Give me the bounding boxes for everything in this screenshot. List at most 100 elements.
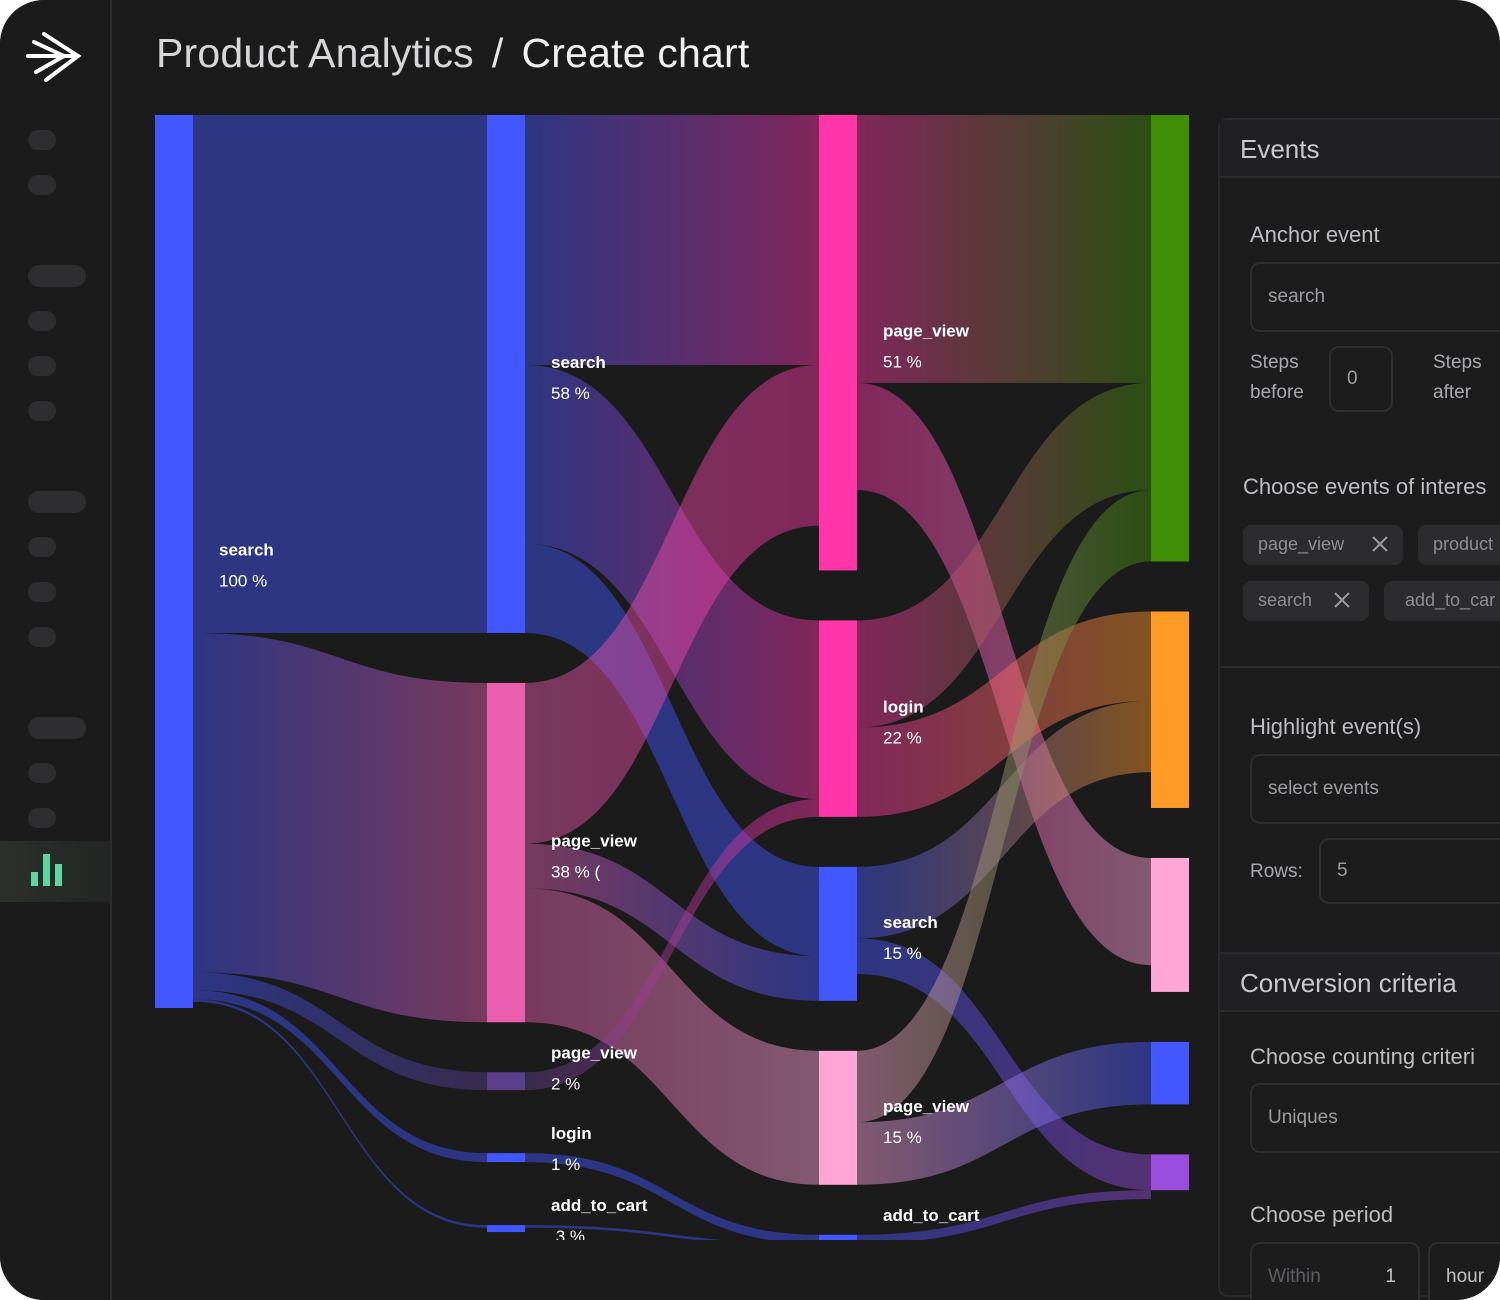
node-percent: 15 %	[883, 944, 922, 963]
node-percent: 58 %	[551, 384, 590, 403]
node-percent: 38 % (	[551, 863, 600, 882]
sankey-nodes	[155, 115, 1189, 1240]
sankey-link[interactable]	[857, 115, 1151, 383]
sankey-link[interactable]	[857, 490, 1151, 1123]
event-chip[interactable]: page_view	[1243, 525, 1403, 565]
sankey-link[interactable]	[525, 365, 819, 844]
sankey-link[interactable]	[193, 972, 487, 1091]
sidebar-item-analytics[interactable]	[0, 841, 110, 902]
sankey-node[interactable]	[819, 866, 857, 1001]
sidebar-item[interactable]	[28, 763, 56, 783]
sankey-link[interactable]	[857, 611, 1151, 817]
sankey-node[interactable]	[487, 115, 525, 633]
sidebar-item[interactable]	[28, 356, 56, 376]
arrow-burst-logo[interactable]	[24, 28, 84, 88]
sankey-node[interactable]	[819, 1234, 857, 1240]
sankey-node[interactable]	[487, 682, 525, 1023]
steps-before-label: Steps before	[1250, 352, 1304, 403]
rows-label: Rows:	[1250, 861, 1303, 882]
conversion-section-header[interactable]: Conversion criteria	[1220, 952, 1500, 1012]
node-percent: 100 %	[219, 572, 267, 591]
sankey-node[interactable]	[1151, 1041, 1189, 1105]
sankey-link[interactable]	[193, 999, 487, 1228]
node-label: login	[883, 698, 924, 717]
sankey-link[interactable]	[193, 990, 487, 1163]
sidebar	[0, 0, 112, 1300]
choose-events-label: Choose events of interes	[1243, 474, 1487, 499]
counting-criteria-select[interactable]: Uniques	[1250, 1083, 1500, 1153]
sankey-node[interactable]	[819, 1050, 857, 1185]
conversion-title: Conversion criteria	[1240, 968, 1457, 998]
sankey-link[interactable]	[857, 938, 1151, 1191]
sankey-node[interactable]	[819, 620, 857, 817]
sankey-link[interactable]	[193, 632, 487, 1023]
sankey-link[interactable]	[525, 1225, 819, 1240]
node-percent: .3 %	[551, 1227, 585, 1240]
sankey-link[interactable]	[525, 888, 819, 1185]
sankey-link[interactable]	[857, 382, 1151, 728]
sidebar-item[interactable]	[28, 401, 56, 421]
sidebar-item[interactable]	[28, 491, 86, 513]
node-label: page_view	[883, 1097, 970, 1116]
sankey-link[interactable]	[193, 115, 487, 633]
divider	[1220, 666, 1500, 668]
events-section-header[interactable]: Events	[1220, 120, 1500, 178]
sankey-node[interactable]	[1151, 1154, 1189, 1191]
highlight-events-label: Highlight event(s)	[1250, 714, 1422, 739]
period-within-input[interactable]: Within 1	[1250, 1242, 1420, 1300]
highlight-events-select[interactable]: select events	[1250, 754, 1500, 824]
event-chip[interactable]: product	[1418, 525, 1500, 565]
sidebar-item[interactable]	[28, 175, 56, 195]
counting-criteria-label: Choose counting criteri	[1250, 1044, 1476, 1069]
sidebar-item[interactable]	[28, 717, 86, 739]
sankey-link[interactable]	[857, 1190, 1151, 1240]
anchor-event-input[interactable]: search	[1250, 262, 1500, 332]
sidebar-item[interactable]	[28, 130, 56, 150]
event-chip[interactable]: add_to_car	[1384, 581, 1500, 621]
sankey-node[interactable]	[1151, 857, 1189, 992]
close-icon[interactable]	[1333, 591, 1351, 609]
sankey-node[interactable]	[487, 1153, 525, 1163]
sankey-link[interactable]	[525, 543, 819, 957]
sankey-link[interactable]	[525, 799, 819, 1091]
sankey-node[interactable]	[819, 115, 857, 571]
period-unit-select[interactable]: hour	[1428, 1242, 1500, 1300]
sidebar-item[interactable]	[28, 808, 56, 828]
sidebar-item[interactable]	[28, 582, 56, 602]
node-percent: 1 %	[551, 1155, 580, 1174]
sidebar-item[interactable]	[28, 627, 56, 647]
breadcrumb-parent[interactable]: Product Analytics	[156, 30, 474, 76]
sankey-node[interactable]	[155, 115, 193, 1008]
node-label: add_to_cart	[883, 1206, 980, 1225]
node-percent: 15 %	[883, 1128, 922, 1147]
node-label: search	[219, 541, 274, 560]
node-label: add_to_cart	[551, 1196, 648, 1215]
steps-after-label: Steps after	[1433, 352, 1482, 403]
sankey-node[interactable]	[487, 1225, 525, 1233]
node-percent: 3 %	[883, 1237, 912, 1240]
sankey-link[interactable]	[525, 843, 819, 1001]
sidebar-item[interactable]	[28, 311, 56, 331]
node-label: page_view	[551, 832, 638, 851]
breadcrumb: Product Analytics / Create chart	[156, 30, 750, 77]
sankey-link[interactable]	[857, 1041, 1151, 1185]
node-label: search	[551, 353, 606, 372]
breadcrumb-separator: /	[491, 30, 504, 76]
sankey-link[interactable]	[525, 115, 819, 366]
page-title: Create chart	[521, 30, 750, 76]
sidebar-item[interactable]	[28, 537, 56, 557]
rows-input[interactable]: 5	[1319, 838, 1500, 904]
node-percent: 2 %	[551, 1074, 580, 1093]
steps-before-input[interactable]: 0	[1329, 346, 1393, 412]
sankey-link[interactable]	[525, 1153, 819, 1240]
sankey-node[interactable]	[1151, 611, 1189, 808]
bar-chart-icon	[31, 854, 62, 886]
chart-settings-panel: Events Anchor event search Steps before …	[1218, 118, 1500, 1300]
sankey-node[interactable]	[1151, 115, 1189, 562]
sidebar-item[interactable]	[28, 265, 86, 287]
sankey-links	[193, 115, 1151, 1240]
close-icon[interactable]	[1371, 535, 1389, 553]
node-percent: 22 %	[883, 729, 922, 748]
sankey-node[interactable]	[487, 1072, 525, 1091]
event-chip[interactable]: search	[1243, 581, 1369, 621]
